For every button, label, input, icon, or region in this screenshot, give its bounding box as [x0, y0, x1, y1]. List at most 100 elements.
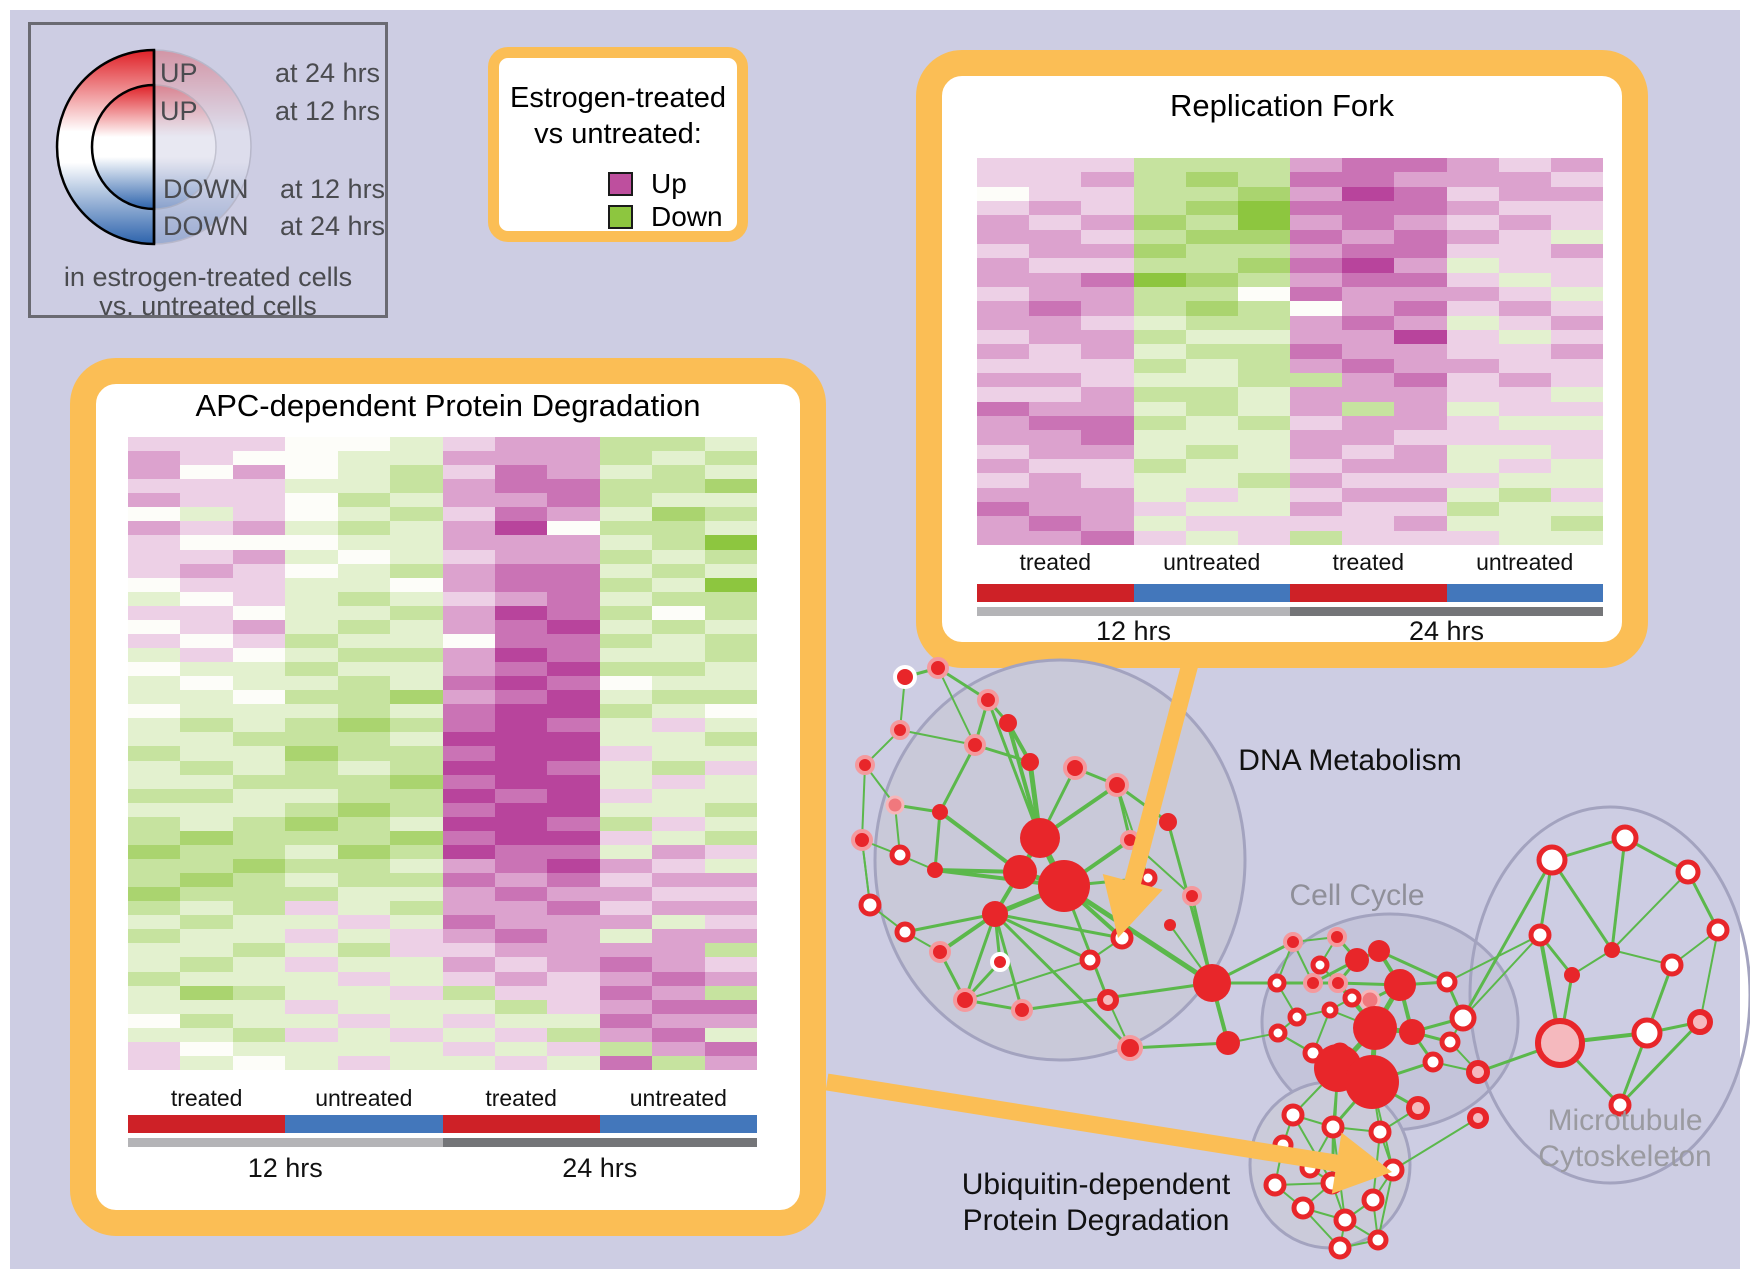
heatmap-cell [442, 929, 495, 944]
heatmap-cell [337, 1027, 391, 1042]
heatmap-cell [1029, 272, 1082, 287]
heatmap-cell [494, 915, 548, 930]
heatmap-cell [180, 718, 233, 733]
heatmap-cell [390, 507, 443, 522]
heatmap-cell [1498, 329, 1551, 345]
heatmap-cell [390, 1013, 443, 1028]
heatmap-cell [1394, 272, 1447, 287]
heatmap-cell [704, 605, 757, 620]
heatmap-cell [390, 591, 443, 606]
heatmap-cell [1133, 272, 1186, 287]
heatmap-cell [232, 1013, 286, 1028]
heatmap-cell [599, 718, 653, 733]
heatmap-cell [652, 549, 705, 564]
heatmap-cell [1290, 487, 1343, 502]
group-label: untreated [1476, 549, 1574, 575]
heatmap-cell [494, 873, 548, 888]
heatmap-cell [1237, 387, 1290, 402]
heatmap-cell [1029, 158, 1082, 173]
heatmap-cell [1550, 473, 1603, 488]
heatmap-cell [599, 577, 653, 592]
heatmap-cell [390, 985, 443, 1000]
heatmap-cell [1081, 473, 1134, 488]
heatmap-cell [1342, 301, 1395, 316]
heatmap-cell [180, 858, 233, 874]
heatmap-cell [1498, 372, 1551, 388]
heatmap-cell [494, 929, 548, 944]
heatmap-cell [1394, 172, 1447, 187]
heatmap-cell [1342, 344, 1395, 359]
heatmap-cell [1081, 172, 1134, 187]
heatmap-cell [1290, 186, 1343, 201]
heatmap-cell [390, 633, 443, 648]
heatmap-cell [1394, 430, 1447, 445]
heatmap-cell [180, 535, 233, 550]
heatmap-cell [1290, 229, 1343, 244]
up-down-ring-icon [55, 48, 252, 246]
heatmap-cell [1290, 501, 1343, 517]
heatmap-cell [337, 858, 391, 874]
heatmap-cell [1446, 415, 1499, 431]
heatmap-cell [1029, 458, 1082, 474]
heatmap-cell [1550, 158, 1603, 173]
heatmap-cell [1290, 473, 1343, 488]
heatmap-cell [285, 647, 338, 663]
heatmap-cell [337, 633, 391, 648]
rf-time-bar [977, 607, 1603, 616]
heatmap-cell [442, 437, 495, 452]
heatmap-cell [390, 577, 443, 592]
heatmap-cell [232, 704, 286, 719]
heatmap-cell [652, 802, 705, 817]
heatmap-cell [180, 732, 233, 747]
heatmap-cell [1342, 258, 1395, 273]
heatmap-cell [704, 577, 757, 592]
heatmap-cell [285, 704, 338, 719]
heatmap-cell [285, 605, 338, 620]
heatmap-cell [547, 1055, 600, 1070]
heatmap-cell [442, 901, 495, 916]
heatmap-cell [652, 1013, 705, 1028]
heatmap-cell [1394, 444, 1447, 459]
heatmap-cell [1394, 215, 1447, 230]
heatmap-cell [547, 577, 600, 592]
heatmap-cell [652, 704, 705, 719]
heatmap-cell [337, 718, 391, 733]
heatmap-cell [652, 1055, 705, 1070]
heatmap-cell [1394, 301, 1447, 316]
heatmap-cell [1290, 516, 1343, 531]
heatmap-cell [337, 493, 391, 508]
heatmap-cell [337, 451, 391, 466]
heatmap-cell [442, 676, 495, 691]
heatmap-cell [180, 704, 233, 719]
heatmap-cell [442, 999, 495, 1014]
time-label: 12 hrs [1095, 616, 1172, 646]
heatmap-cell [494, 1013, 548, 1028]
heatmap-cell [977, 487, 1030, 502]
heatmap-cell [704, 999, 757, 1014]
heatmap-cell [704, 858, 757, 874]
heatmap-cell [1029, 372, 1082, 388]
heatmap-cell [1394, 401, 1447, 416]
heatmap-cell [180, 957, 233, 972]
heatmap-cell [442, 577, 495, 592]
heatmap-cell [547, 929, 600, 944]
up-color-swatch [608, 172, 633, 196]
heatmap-cell [442, 690, 495, 705]
heatmap-cell [1498, 401, 1551, 416]
heatmap-cell [704, 957, 757, 972]
heatmap-cell [1185, 215, 1238, 230]
heatmap-cell [1237, 329, 1290, 345]
heatmap-cell [1498, 444, 1551, 459]
heatmap-cell [1446, 215, 1499, 230]
heatmap-cell [285, 676, 338, 691]
heatmap-cell [390, 774, 443, 789]
heatmap-cell [494, 577, 548, 592]
heatmap-cell [337, 816, 391, 831]
heatmap-cell [442, 760, 495, 775]
heatmap-cell [1185, 487, 1238, 502]
heatmap-cell [232, 535, 286, 550]
group-label: untreated [315, 1085, 413, 1111]
heatmap-cell [1394, 258, 1447, 273]
heatmap-cell [1290, 315, 1343, 330]
